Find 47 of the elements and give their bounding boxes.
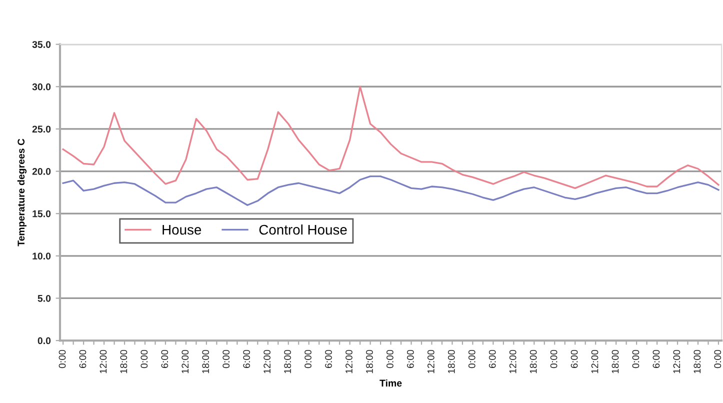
x-tick-label: 0:00 xyxy=(304,350,312,368)
x-tick-label: 18:00 xyxy=(530,350,537,374)
x-tick-label: 12:00 xyxy=(673,350,680,374)
x-tick-label: 12:00 xyxy=(591,350,598,374)
x-tick-label: 12:00 xyxy=(346,350,352,374)
x-tick-label: 6:00 xyxy=(652,350,660,368)
x-tick-label: 0:00 xyxy=(386,350,394,368)
x-tick-label: 12:00 xyxy=(264,350,271,374)
x-tick-label: 12:00 xyxy=(427,350,434,374)
y-axis-title: Temperature degrees C xyxy=(17,138,27,246)
x-tick-label: 18:00 xyxy=(448,350,455,374)
line-series xyxy=(62,176,720,206)
y-tick-label: 15.0 xyxy=(32,210,51,218)
x-tick-label: 12:00 xyxy=(509,350,516,374)
y-tick-label: 25.0 xyxy=(32,126,51,133)
x-tick-label: 0:00 xyxy=(550,350,558,368)
y-tick-label: 20.0 xyxy=(32,168,51,175)
x-tick-label: 6:00 xyxy=(161,350,168,368)
y-tick-label: 35.0 xyxy=(32,41,51,48)
x-tick-label: 6:00 xyxy=(570,350,578,368)
x-axis-title: Time xyxy=(380,379,402,387)
x-tick-label: 0:00 xyxy=(222,350,230,368)
x-tick-label: 18:00 xyxy=(694,350,701,374)
x-tick-label: 0:00 xyxy=(632,350,640,368)
legend-label: House xyxy=(162,224,202,235)
x-tick-label: 18:00 xyxy=(366,350,373,374)
x-tick-label: 6:00 xyxy=(325,350,332,368)
x-tick-label: 18:00 xyxy=(284,350,291,374)
x-tick-label: 6:00 xyxy=(488,350,496,368)
x-tick-label: 12:00 xyxy=(182,350,189,374)
x-tick-label: 0:00 xyxy=(58,350,66,368)
x-tick-label: 0:00 xyxy=(714,350,722,368)
legend-label: Control House xyxy=(259,224,347,235)
x-tick-label: 18:00 xyxy=(612,350,619,374)
y-tick-label: 5.0 xyxy=(38,294,51,302)
x-tick-label: 0:00 xyxy=(468,350,476,368)
x-tick-label: 12:00 xyxy=(100,350,107,374)
x-tick-label: 6:00 xyxy=(243,350,250,368)
x-tick-label: 6:00 xyxy=(406,350,414,368)
y-tick-label: 10.0 xyxy=(32,252,51,260)
line-series xyxy=(62,86,720,190)
x-tick-label: 0:00 xyxy=(140,350,148,368)
x-tick-label: 6:00 xyxy=(79,350,86,368)
x-tick-label: 18:00 xyxy=(202,350,210,374)
y-tick-label: 30.0 xyxy=(32,83,51,90)
x-tick-label: 18:00 xyxy=(120,350,128,374)
y-tick-label: 0.0 xyxy=(38,337,51,344)
